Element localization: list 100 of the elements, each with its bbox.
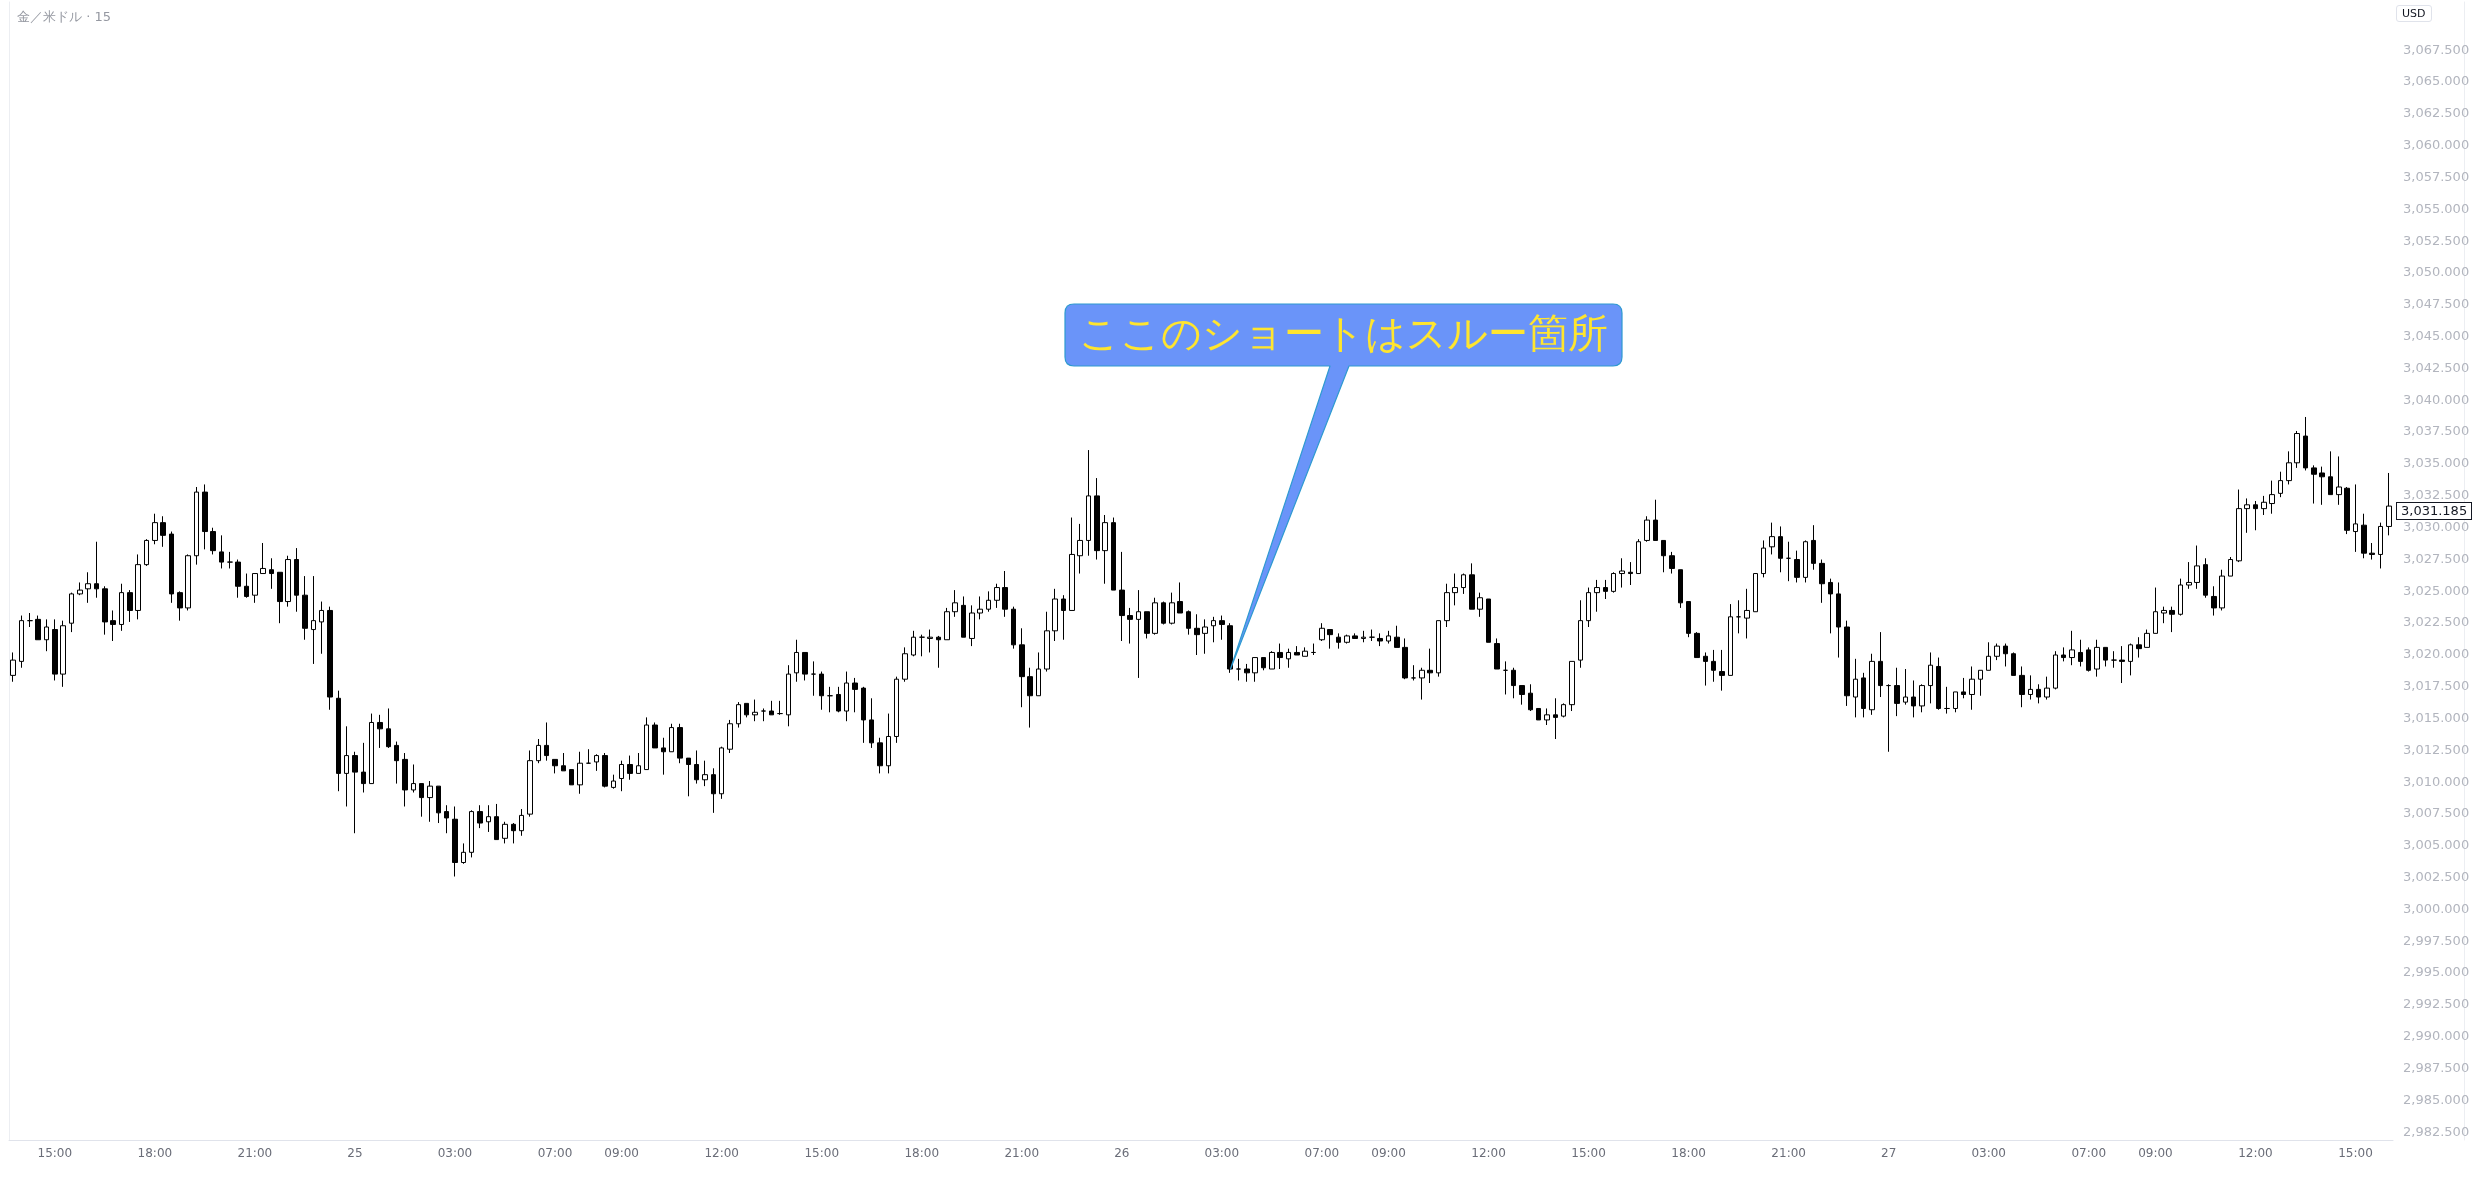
y-tick-label: 2,997.500 (2403, 932, 2470, 948)
candlestick (1928, 651, 1933, 704)
candlestick (702, 760, 708, 787)
candlestick (1869, 653, 1875, 716)
candlestick (2078, 639, 2083, 667)
candlestick (1519, 685, 1525, 706)
candlestick (2328, 450, 2333, 496)
x-tick-label: 12:00 (2238, 1146, 2273, 1160)
candlestick (752, 699, 758, 722)
candlestick (1669, 551, 1675, 575)
x-tick-label: 03:00 (437, 1146, 473, 1160)
candlestick (2169, 606, 2175, 633)
x-tick-label: 18:00 (137, 1146, 173, 1160)
candlestick (77, 581, 83, 596)
candlestick (794, 639, 799, 683)
candlestick (1561, 702, 1566, 718)
candlestick (2003, 643, 2008, 667)
candlestick (1194, 613, 1200, 656)
x-tick-label: 12:00 (704, 1146, 739, 1160)
candlestick (1786, 541, 1791, 582)
candlestick (19, 615, 24, 669)
candlestick (519, 808, 524, 837)
candlestick (777, 700, 783, 716)
candlestick (69, 592, 74, 633)
candlestick (1477, 592, 1483, 618)
candlestick (1644, 515, 1650, 543)
candlestick (1436, 620, 1441, 678)
candlestick (2053, 650, 2058, 690)
candlestick (135, 553, 141, 620)
candlestick (511, 822, 516, 844)
candlestick (969, 604, 975, 647)
candlestick (1744, 588, 1750, 639)
candlestick (786, 664, 791, 727)
candlestick (1327, 629, 1333, 650)
candlestick (2178, 578, 2183, 617)
candlestick (1903, 668, 1908, 706)
candlestick (527, 749, 533, 818)
candlestick (2061, 646, 2066, 662)
candlestick (1411, 664, 1416, 681)
y-tick-label: 2,990.000 (2403, 1028, 2470, 1044)
candlestick (1703, 651, 1708, 687)
candlestick (1344, 634, 1350, 645)
x-tick-label: 21:00 (1771, 1146, 1806, 1160)
candlestick (1302, 646, 1308, 657)
candlestick (1803, 539, 1808, 583)
candlestick (1177, 581, 1183, 614)
candlestick (877, 737, 883, 774)
candlestick (369, 713, 374, 785)
candlestick (2203, 557, 2208, 599)
x-tick-label: 09:00 (2138, 1146, 2173, 1160)
candlestick (2211, 585, 2217, 617)
y-axis-title: USD (2396, 5, 2432, 22)
candlestick (869, 697, 874, 749)
candlestick (452, 805, 458, 877)
candlestick (1044, 611, 1050, 673)
text: 3,031.185 (2396, 502, 2473, 521)
candlestick (602, 752, 608, 788)
candlestick (2019, 665, 2025, 708)
candlestick (736, 701, 741, 729)
candlestick (419, 783, 424, 818)
candlestick (769, 700, 774, 716)
candlestick (1186, 609, 1191, 636)
candlestick (1878, 631, 1883, 698)
candlestick (1836, 581, 1841, 659)
x-tick-label: 25 (347, 1146, 363, 1160)
candlestick (2119, 645, 2125, 684)
candlestick (2161, 606, 2167, 624)
candlestick (1503, 660, 1508, 695)
y-tick-label: 3,035.000 (2403, 455, 2470, 471)
candlestick (894, 676, 899, 744)
candlestick (1011, 606, 1016, 650)
candlestick (27, 612, 33, 628)
y-tick-label: 3,025.000 (2403, 582, 2470, 598)
y-tick-label: 3,060.000 (2403, 137, 2470, 153)
candlestick (502, 821, 508, 844)
candlestick (1094, 477, 1100, 561)
x-tick-label: 27 (1881, 1146, 1897, 1160)
candlestick (386, 707, 391, 749)
candlestick (1628, 561, 1633, 586)
candlestick (594, 753, 599, 772)
candlestick (2219, 569, 2225, 611)
candlestick (169, 531, 174, 604)
y-tick-label: 3,055.000 (2403, 200, 2470, 216)
candlestick (2194, 545, 2200, 590)
candlestick (102, 585, 108, 636)
y-tick-label: 3,057.500 (2403, 168, 2470, 184)
candlestick (1919, 683, 1925, 713)
candlestick (394, 741, 399, 785)
candlestick (1152, 597, 1158, 636)
candlestick (677, 723, 683, 764)
candlestick (219, 534, 224, 569)
candlestick (1352, 632, 1358, 639)
candlestick (1461, 573, 1466, 595)
candlestick (210, 527, 216, 555)
candlestick (1661, 539, 1666, 573)
candlestick (919, 634, 925, 657)
candlestick (1753, 573, 1758, 613)
candlestick (836, 686, 841, 713)
candlestick (1686, 601, 1691, 638)
candlestick (377, 714, 383, 749)
